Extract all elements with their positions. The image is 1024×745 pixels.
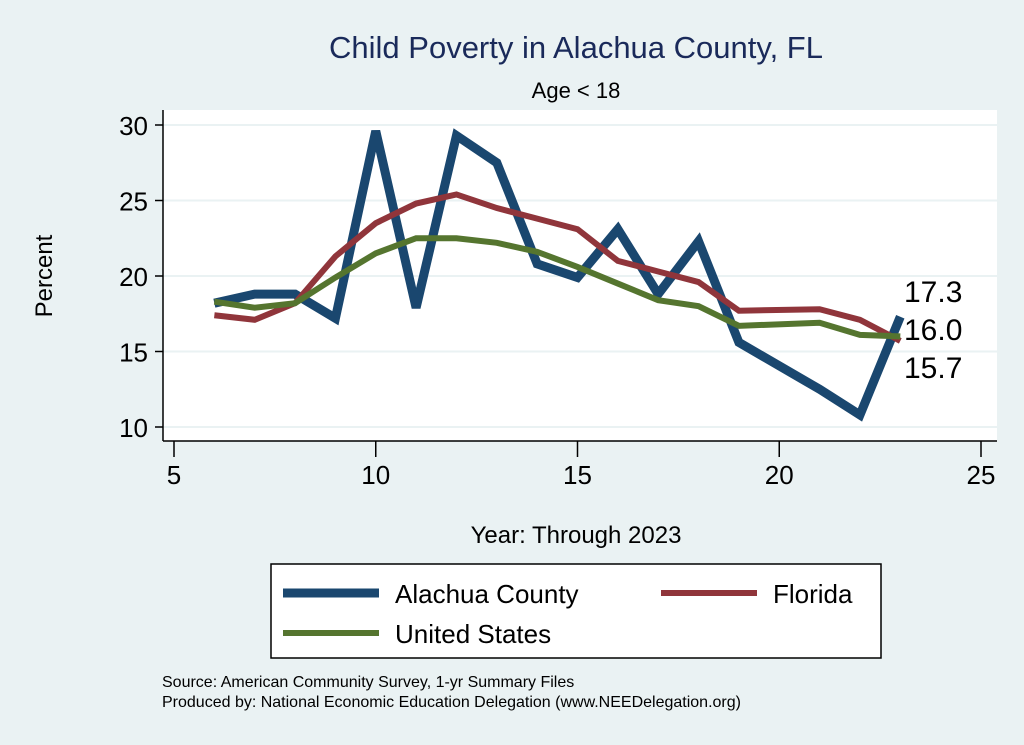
y-tick-label: 30 <box>119 111 148 141</box>
produced-by-note: Produced by: National Economic Education… <box>162 694 741 711</box>
y-tick-label: 20 <box>119 262 148 292</box>
series-line-alachua <box>213 128 905 422</box>
y-tick-label: 25 <box>119 187 148 217</box>
legend-box <box>270 563 882 659</box>
legend-label-us: United States <box>395 619 551 649</box>
legend: Alachua County Florida United States <box>270 563 882 659</box>
legend-label-florida: Florida <box>773 579 853 609</box>
series-line-florida <box>214 191 902 344</box>
x-tick-label: 10 <box>361 460 390 490</box>
x-tick-label: 5 <box>167 460 181 490</box>
y-tick-label: 15 <box>119 338 148 368</box>
y-tick-label: 10 <box>119 413 148 443</box>
x-axis-label: Year: Through 2023 <box>471 522 682 549</box>
source-note: Source: American Community Survey, 1-yr … <box>162 674 574 691</box>
end-label-alachua: 17.3 <box>904 276 962 309</box>
chart-title: Child Poverty in Alachua County, FL <box>329 30 823 65</box>
y-axis-label: Percent <box>31 234 58 317</box>
series-line-us <box>213 235 901 340</box>
end-label-us: 16.0 <box>904 314 962 347</box>
x-tick-label: 20 <box>765 460 794 490</box>
end-label-florida: 15.7 <box>904 352 962 385</box>
legend-label-alachua: Alachua County <box>395 579 579 609</box>
chart-subtitle: Age < 18 <box>532 78 621 103</box>
x-tick-label: 15 <box>563 460 592 490</box>
x-tick-label: 25 <box>967 460 996 490</box>
